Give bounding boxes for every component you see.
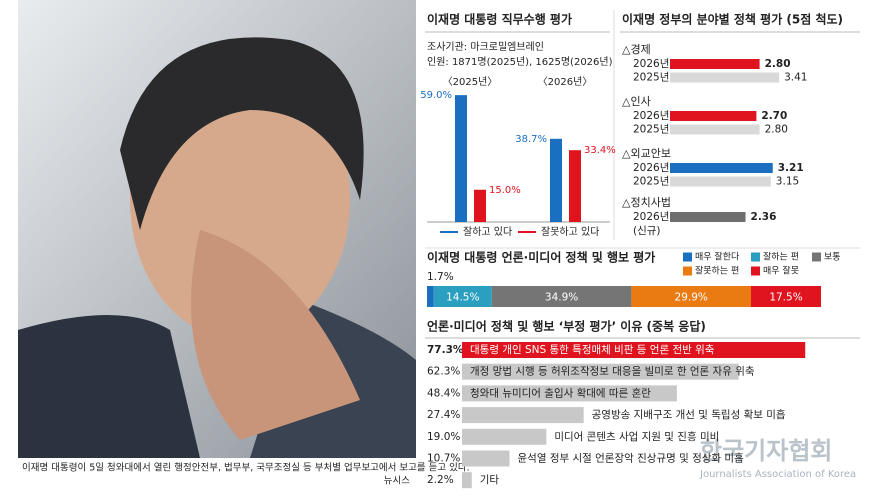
legend-label: 매우 잘못	[763, 265, 799, 277]
watermark-english: Journalists Association of Korea	[699, 469, 856, 480]
value-label: 17.5%	[769, 292, 802, 304]
value-label: 2.36	[751, 211, 777, 223]
bar	[462, 363, 739, 380]
chart-title: 이재명 대통령 직무수행 평가	[427, 12, 572, 27]
chart-title: 이재명 정부의 분야별 정책 평가 (5점 척도)	[622, 12, 843, 27]
value-label: 15.0%	[489, 185, 521, 196]
bar	[670, 212, 746, 222]
legend-swatch	[683, 266, 692, 276]
bar	[462, 428, 547, 445]
segment	[751, 286, 821, 307]
category-label: 공영방송 지배구조 개선 및 독립성 확보 미흡	[592, 408, 786, 421]
group-label: △경제	[622, 43, 651, 56]
value-label: 48.4%	[427, 387, 460, 399]
legend-label: 잘못하는 편	[695, 265, 739, 277]
segment	[491, 286, 632, 307]
value-label: 2.70	[761, 110, 787, 122]
bar	[670, 163, 773, 173]
bar	[550, 138, 562, 222]
value-label: 3.15	[776, 176, 799, 188]
sample: 인원: 1871명(2025년), 1625명(2026년)	[427, 56, 613, 68]
value-label: 34.9%	[545, 292, 578, 304]
category-label: 개정 망법 시행 등 허위조작정보 대응을 빌미로 한 언론 자유 위축	[470, 365, 755, 378]
photo	[18, 0, 416, 458]
legend-label: 잘못하고 있다	[541, 225, 599, 238]
group-label: △정치사법	[622, 196, 671, 209]
bar	[455, 95, 467, 222]
row-label: 2025년	[633, 72, 669, 84]
value-label: 29.9%	[675, 292, 708, 304]
legend-label: 매우 잘한다	[695, 251, 740, 263]
group-label: 〈2025년〉	[443, 76, 498, 88]
value-label: 19.0%	[427, 431, 460, 443]
photo-credit: 뉴시스	[384, 476, 410, 487]
photo-caption: 이재명 대통령이 5일 청와대에서 열린 행정안전부, 법무부, 국무조정실 등…	[22, 462, 470, 474]
bar	[462, 385, 677, 402]
category-label: 미디어 콘텐츠 사업 지원 및 진흥 미비	[554, 430, 719, 443]
group-label: 〈2026년〉	[538, 76, 593, 88]
value-label: 38.7%	[515, 134, 547, 145]
value-label: 2.80	[765, 58, 791, 70]
row-label: 2025년	[633, 176, 669, 188]
segment	[631, 286, 751, 307]
source: 조사기관: 마크로밀엠브레인	[427, 41, 544, 53]
category-label: 청와대 뉴미디어 출입사 확대에 따른 혼란	[470, 386, 651, 399]
value-label: 59.0%	[420, 90, 452, 101]
note: (신규)	[633, 225, 661, 237]
row-label: 2026년	[633, 110, 669, 122]
bar	[670, 72, 780, 83]
legend-label: 잘하는 편	[763, 251, 799, 263]
row-label: 2026년	[633, 211, 669, 223]
bar	[462, 472, 472, 489]
legend-swatch	[812, 252, 821, 262]
legend-swatch	[751, 266, 760, 276]
value-label: 27.4%	[427, 409, 460, 421]
bar	[462, 407, 584, 424]
legend-label: 잘하고 있다	[463, 225, 512, 238]
group-label: △인사	[622, 95, 651, 108]
value-label: 10.7%	[427, 453, 460, 465]
bar	[670, 124, 760, 135]
group-label: △외교안보	[622, 147, 671, 160]
value-label: 77.3%	[427, 344, 464, 356]
value-label: 1.7%	[427, 271, 454, 283]
category-label: 기타	[480, 474, 500, 486]
value-label: 62.3%	[427, 366, 460, 378]
bar	[670, 59, 760, 69]
bar	[474, 189, 486, 222]
row-label: 2026년	[633, 162, 669, 174]
bar	[670, 176, 771, 187]
bar	[670, 111, 757, 121]
value-label: 3.41	[784, 72, 807, 84]
chart-title: 언론·미디어 정책 및 행보 ‘부정 평가’ 이유 (중복 응답)	[427, 319, 706, 334]
chart-title: 이재명 대통령 언론·미디어 정책 및 행보 평가	[427, 250, 655, 265]
value-label: 2.2%	[427, 474, 454, 486]
legend-swatch	[683, 252, 692, 262]
value-label: 33.4%	[584, 145, 616, 156]
bar	[462, 342, 806, 358]
segment	[433, 286, 492, 307]
bar	[462, 450, 510, 467]
segment	[427, 286, 434, 307]
watermark: 한국기자협회	[700, 437, 832, 465]
row-label: 2026년	[633, 58, 669, 70]
value-label: 2.80	[765, 124, 788, 136]
legend-label: 보통	[824, 252, 841, 263]
value-label: 3.21	[778, 162, 804, 174]
category-label: 윤석열 정부 시절 언론장악 진상규명 및 정상화 미흡	[518, 452, 745, 465]
legend-swatch	[751, 252, 760, 262]
row-label: 2025년	[633, 124, 669, 136]
value-label: 14.5%	[446, 292, 479, 304]
bar	[569, 150, 581, 222]
category-label: 대통령 개인 SNS 통한 특정매체 비판 등 언론 전반 위축	[470, 343, 715, 356]
